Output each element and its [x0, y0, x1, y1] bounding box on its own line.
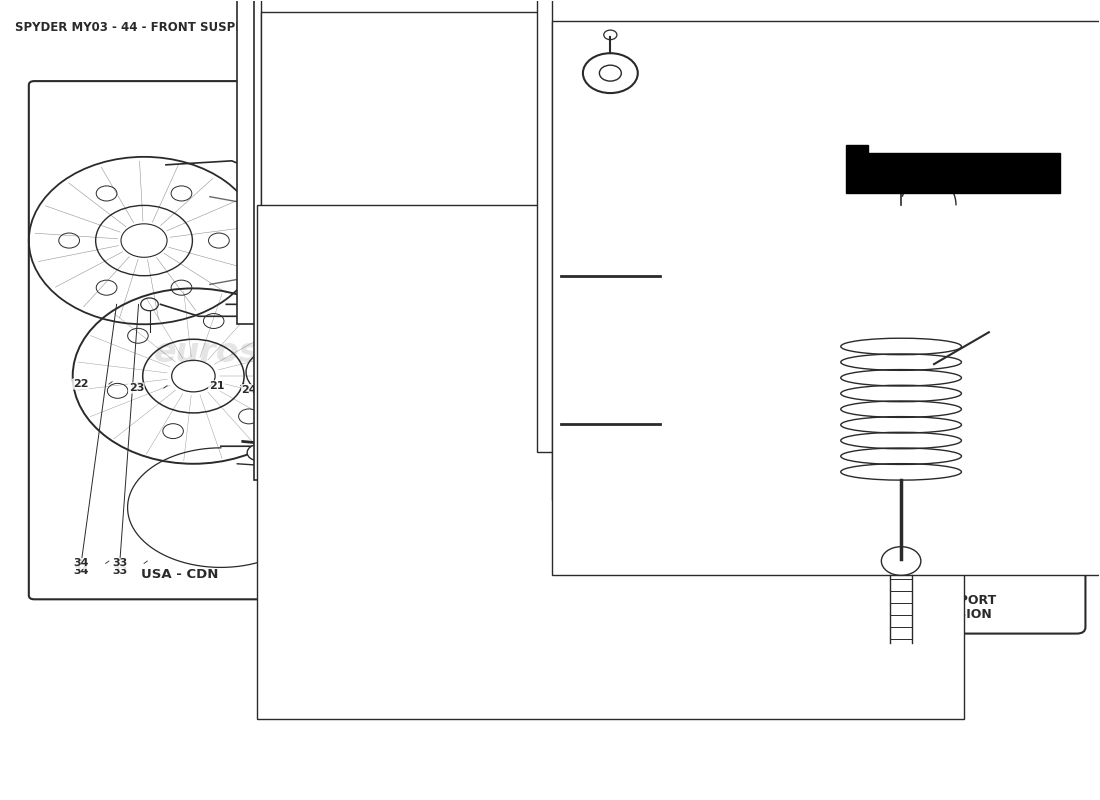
Text: 14: 14 — [872, 231, 887, 242]
Text: 8: 8 — [478, 251, 486, 262]
FancyBboxPatch shape — [262, 0, 959, 492]
Text: 21: 21 — [209, 381, 224, 390]
Text: 13: 13 — [522, 113, 538, 122]
Text: 24: 24 — [242, 385, 257, 394]
Text: 1: 1 — [656, 375, 663, 385]
Text: 30: 30 — [694, 347, 710, 357]
Text: See Draw. 45: See Draw. 45 — [539, 565, 613, 575]
Text: 6: 6 — [961, 371, 968, 381]
Text: Vedi Tav. 45: Vedi Tav. 45 — [539, 545, 606, 555]
Text: 7: 7 — [470, 275, 477, 286]
FancyBboxPatch shape — [262, 12, 959, 510]
Text: 5: 5 — [961, 389, 968, 398]
Text: OPT. SPORT VERSION: OPT. SPORT VERSION — [844, 608, 992, 621]
Text: eurospares: eurospares — [587, 391, 799, 425]
Text: USA - CDN: USA - CDN — [141, 568, 219, 581]
Text: 25: 25 — [495, 458, 510, 469]
Text: 19: 19 — [500, 526, 516, 536]
Text: 4: 4 — [645, 367, 652, 377]
Text: 23: 23 — [129, 383, 144, 393]
Text: 13: 13 — [872, 247, 887, 258]
Text: 26: 26 — [581, 460, 596, 470]
Text: 22: 22 — [73, 379, 88, 389]
Text: 34: 34 — [74, 558, 89, 569]
FancyBboxPatch shape — [552, 22, 1100, 575]
Text: OPT. VERSIONE SPORT: OPT. VERSIONE SPORT — [839, 594, 997, 607]
Text: 27: 27 — [346, 387, 362, 397]
FancyBboxPatch shape — [257, 205, 964, 719]
Text: 1: 1 — [969, 460, 976, 470]
Text: 32: 32 — [702, 267, 717, 278]
Text: 2: 2 — [955, 442, 961, 451]
Text: 28: 28 — [299, 628, 315, 638]
Text: 3: 3 — [636, 386, 644, 395]
FancyBboxPatch shape — [238, 0, 983, 324]
FancyBboxPatch shape — [254, 0, 967, 480]
Text: 10: 10 — [526, 180, 541, 190]
Text: 20: 20 — [266, 628, 282, 638]
Text: 12: 12 — [520, 134, 536, 143]
Text: 14: 14 — [520, 94, 536, 104]
Text: 17: 17 — [366, 403, 382, 413]
Text: 16: 16 — [717, 138, 734, 148]
Text: eurospares: eurospares — [154, 336, 365, 369]
Text: 3: 3 — [958, 423, 965, 433]
Text: 34: 34 — [74, 566, 89, 576]
FancyBboxPatch shape — [257, 0, 964, 392]
Circle shape — [248, 445, 270, 461]
Text: 11: 11 — [524, 156, 539, 166]
Text: SPYDER MY03 - 44 - FRONT SUSPENSION - SHOCK ABSORBER AND BRAKE DISC: SPYDER MY03 - 44 - FRONT SUSPENSION - SH… — [14, 22, 538, 34]
Text: 4: 4 — [961, 405, 968, 414]
Text: 33: 33 — [112, 566, 128, 576]
Text: 12: 12 — [872, 266, 887, 276]
Text: 18: 18 — [443, 429, 459, 438]
FancyBboxPatch shape — [264, 0, 957, 408]
Text: 33: 33 — [112, 558, 128, 569]
Text: 29: 29 — [625, 403, 640, 413]
Text: 31: 31 — [438, 301, 453, 311]
FancyBboxPatch shape — [552, 0, 1100, 500]
FancyBboxPatch shape — [537, 0, 1100, 452]
Text: 9: 9 — [529, 206, 538, 215]
Text: 11: 11 — [957, 301, 972, 311]
Text: 15: 15 — [713, 158, 728, 167]
Text: eurospares: eurospares — [855, 396, 1013, 420]
Polygon shape — [846, 145, 1060, 193]
